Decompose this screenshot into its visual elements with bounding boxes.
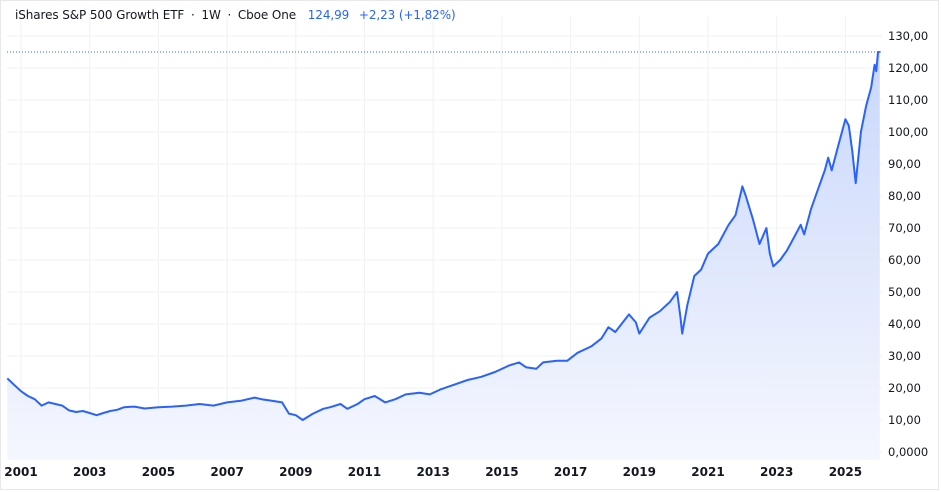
time-axis-label: 2019 — [622, 465, 656, 479]
time-axis-label: 2005 — [141, 465, 176, 479]
time-axis-label: 2001 — [4, 465, 38, 479]
price-axis-label: 10,00 — [888, 413, 921, 427]
time-axis-label: 2015 — [485, 465, 519, 479]
interval-label[interactable]: 1W — [201, 8, 221, 22]
price-axis-label: 100,00 — [888, 125, 929, 139]
time-axis-label: 2021 — [691, 465, 725, 479]
price-axis-label: 110,00 — [888, 93, 929, 107]
time-axis-label: 2025 — [828, 465, 863, 479]
price-axis-label: 20,00 — [888, 381, 921, 395]
time-axis-label: 2011 — [347, 465, 382, 479]
chart-legend-header: iShares S&P 500 Growth ETF · 1W · Cboe O… — [15, 8, 456, 22]
time-axis-label: 2013 — [416, 465, 450, 479]
time-axis-label: 2023 — [759, 465, 794, 479]
time-axis-label: 2007 — [210, 465, 244, 479]
last-price: 124,99 — [307, 8, 350, 22]
price-axis-label: 90,00 — [888, 157, 921, 171]
price-axis-label: 80,00 — [888, 189, 921, 203]
price-axis-label: 60,00 — [888, 253, 921, 267]
separator: · — [227, 8, 232, 22]
price-axis-label: 130,00 — [888, 29, 929, 43]
exchange-label: Cboe One — [237, 8, 297, 22]
separator: · — [190, 8, 195, 22]
price-axis-label: 40,00 — [888, 317, 921, 331]
symbol-name[interactable]: iShares S&P 500 Growth ETF — [15, 8, 185, 22]
time-axis-label: 2017 — [553, 465, 588, 479]
time-axis-label: 2003 — [72, 465, 107, 479]
time-axis-label: 2009 — [279, 465, 313, 479]
price-axis-label: 30,00 — [888, 349, 921, 363]
price-axis-label: 120,00 — [888, 61, 929, 75]
price-axis-label: 70,00 — [888, 221, 921, 235]
price-change: +2,23 (+1,82%) — [358, 8, 456, 22]
price-area-fill — [7, 52, 880, 460]
price-axis-label: 50,00 — [888, 285, 921, 299]
price-axis-label: 0,0000 — [888, 445, 929, 459]
price-line-series — [6, 51, 880, 421]
